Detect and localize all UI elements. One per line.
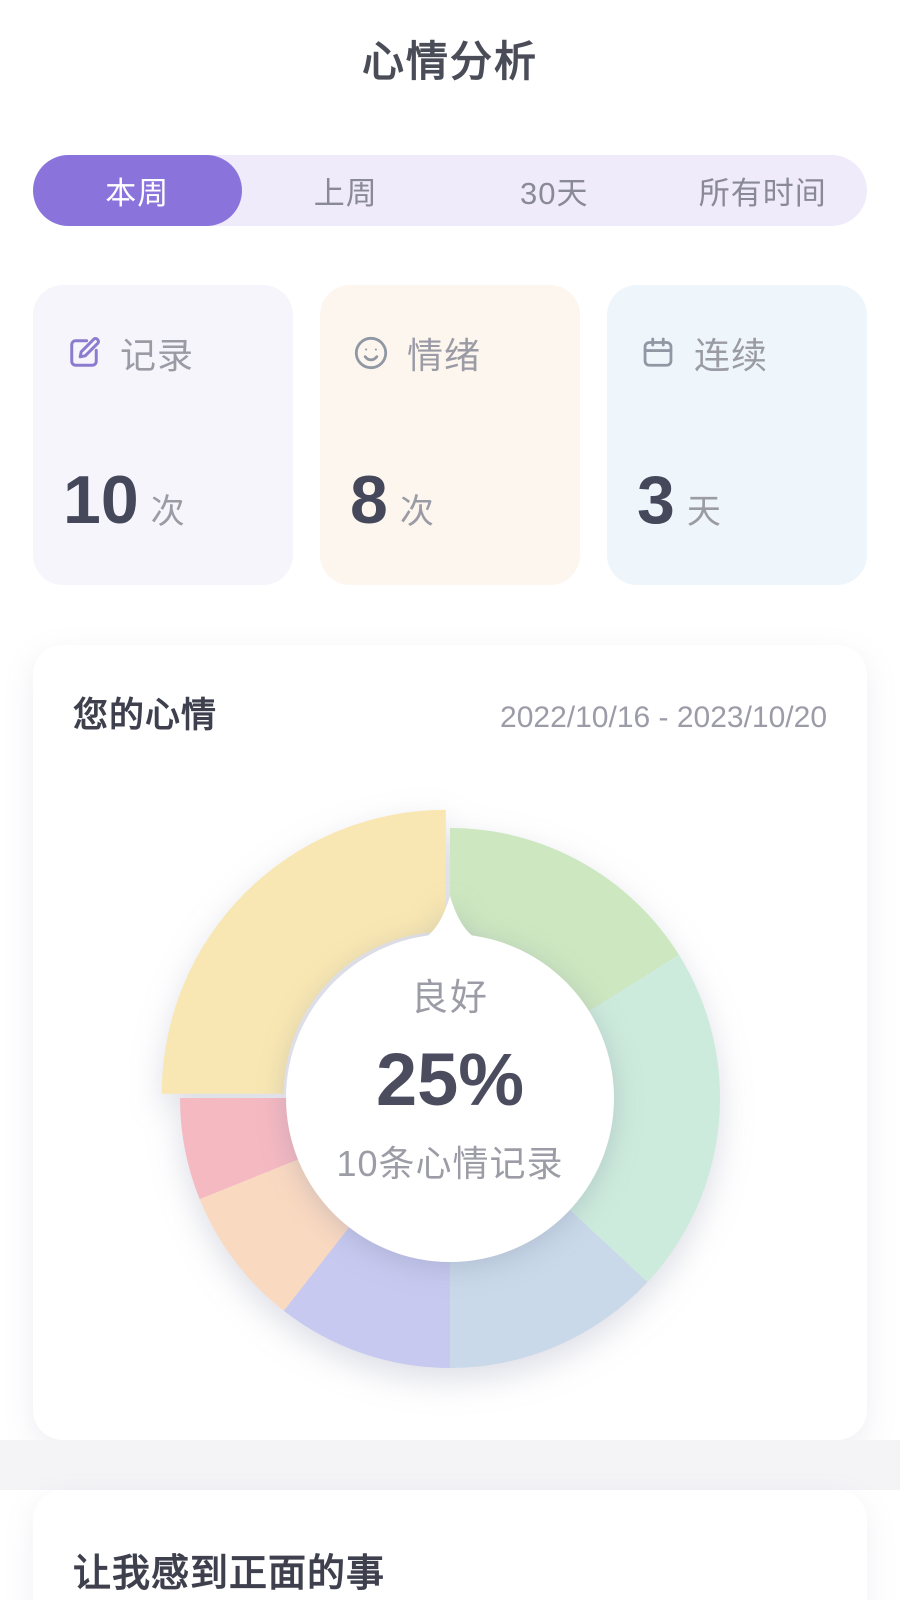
donut-segment-peach[interactable] bbox=[199, 1158, 351, 1311]
stat-label: 连续 bbox=[694, 335, 769, 376]
stat-unit: 次 bbox=[399, 493, 434, 531]
section-gap bbox=[0, 1440, 900, 1490]
stat-number: 3 bbox=[637, 462, 675, 538]
stat-value: 3 天 bbox=[637, 461, 837, 539]
smile-icon bbox=[354, 336, 388, 370]
stat-value: 10 次 bbox=[63, 461, 263, 539]
tab-last-week[interactable]: 上周 bbox=[313, 176, 378, 211]
stat-card-streak: 连续 3 天 bbox=[607, 285, 867, 585]
mood-donut-chart: 良好 25% 10条心情记录 bbox=[130, 778, 770, 1418]
stat-unit: 天 bbox=[686, 493, 721, 531]
mood-chart-card: 您的心情 2022/10/16 - 2023/10/20 良好 25% 10条心… bbox=[33, 645, 867, 1440]
calendar-icon bbox=[643, 337, 673, 367]
stat-head: 情绪 bbox=[350, 327, 550, 379]
donut-segment-lavender[interactable] bbox=[283, 1225, 450, 1368]
stats-row: 记录 10 次 情绪 8 次 bbox=[33, 285, 867, 585]
donut-segment-green[interactable] bbox=[450, 828, 679, 1013]
stat-card-emotions: 情绪 8 次 bbox=[320, 285, 580, 585]
donut-svg bbox=[161, 809, 721, 1368]
stat-head: 记录 bbox=[63, 327, 263, 379]
page-title: 心情分析 bbox=[361, 38, 538, 85]
stat-unit: 次 bbox=[150, 493, 185, 531]
mood-card-title: 您的心情 bbox=[73, 696, 218, 735]
donut-segment-good[interactable] bbox=[161, 809, 446, 1094]
mood-card-header: 您的心情 2022/10/16 - 2023/10/20 bbox=[73, 687, 827, 738]
tab-all-time[interactable]: 所有时间 bbox=[698, 176, 827, 211]
time-range-tabs: 本周 上周 30天 所有时间 bbox=[33, 155, 867, 226]
positive-things-card: 让我感到正面的事 bbox=[33, 1490, 867, 1600]
stat-number: 10 bbox=[63, 462, 139, 538]
stat-number: 8 bbox=[350, 462, 388, 538]
donut-hub-pointer bbox=[419, 896, 481, 941]
tab-this-week[interactable]: 本周 bbox=[33, 155, 242, 226]
donut-segment-blue[interactable] bbox=[450, 1208, 648, 1368]
stat-head: 连续 bbox=[637, 327, 837, 379]
stat-label: 记录 bbox=[120, 335, 195, 376]
donut-segment-mint[interactable] bbox=[568, 954, 721, 1283]
donut-hub bbox=[286, 934, 614, 1262]
stat-label: 情绪 bbox=[407, 335, 482, 376]
edit-icon bbox=[70, 337, 100, 367]
stat-value: 8 次 bbox=[350, 461, 550, 539]
positive-things-title: 让我感到正面的事 bbox=[73, 1553, 386, 1595]
date-range: 2022/10/16 - 2023/10/20 bbox=[500, 701, 827, 734]
tab-30-days[interactable]: 30天 bbox=[520, 176, 589, 211]
donut-segment-pink[interactable] bbox=[180, 1098, 300, 1200]
stat-card-records: 记录 10 次 bbox=[33, 285, 293, 585]
